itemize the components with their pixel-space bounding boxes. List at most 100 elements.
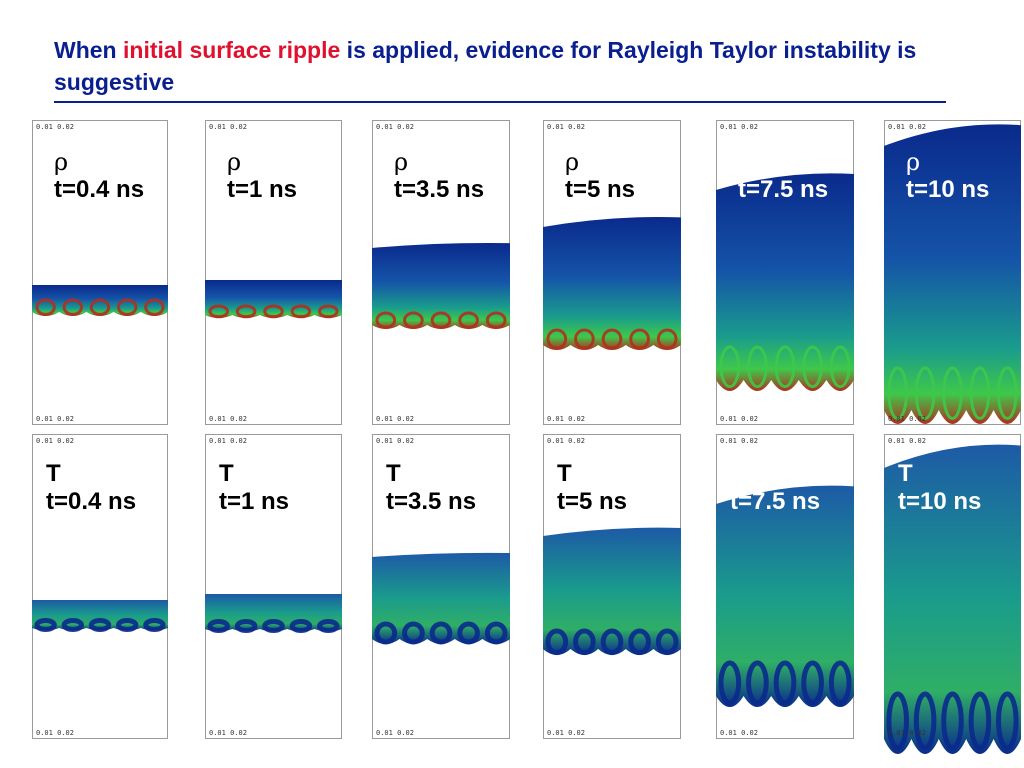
instability-bubble xyxy=(62,298,84,316)
svg-text:0.01 0.02: 0.01 0.02 xyxy=(547,729,585,737)
title-underline xyxy=(54,101,946,103)
svg-text:0.01 0.02: 0.01 0.02 xyxy=(36,729,74,737)
material-region xyxy=(716,173,854,391)
instability-bubble xyxy=(429,621,453,645)
svg-text:0.01 0.02: 0.01 0.02 xyxy=(376,729,414,737)
instability-bubble xyxy=(655,628,679,656)
svg-text:0.01 0.02: 0.01 0.02 xyxy=(720,437,758,445)
instability-bubble xyxy=(802,345,823,389)
svg-text:0.01 0.02: 0.01 0.02 xyxy=(720,415,758,423)
svg-text:0.01 0.02: 0.01 0.02 xyxy=(888,415,926,423)
time-label: t=7.5 ns xyxy=(730,488,821,515)
instability-bubble xyxy=(88,618,112,632)
field-symbol: ρ xyxy=(54,148,69,176)
sim-panel: 0.01 0.02 0.01 0.02 ρ t=5 ns xyxy=(543,120,681,425)
instability-bubble xyxy=(484,621,508,645)
instability-bubble xyxy=(774,345,796,389)
instability-bubble xyxy=(403,311,424,329)
material-region xyxy=(884,124,1021,424)
svg-text:0.01 0.02: 0.01 0.02 xyxy=(36,415,74,423)
svg-text:0.01 0.02: 0.01 0.02 xyxy=(888,729,926,737)
field-symbol: T xyxy=(219,460,234,487)
material-region xyxy=(543,527,681,655)
svg-text:0.01 0.02: 0.01 0.02 xyxy=(888,123,926,131)
instability-bubble xyxy=(289,619,313,633)
sim-field-plot: 0.01 0.02 0.01 0.02 xyxy=(543,120,681,425)
svg-text:0.01 0.02: 0.01 0.02 xyxy=(376,415,414,423)
instability-bubble xyxy=(545,628,569,656)
instability-bubble xyxy=(144,298,165,316)
instability-bubble xyxy=(829,345,851,389)
sim-panel: 0.01 0.02 0.01 0.02 ρ t=3.5 ns xyxy=(372,120,510,425)
instability-bubble xyxy=(718,660,742,706)
instability-bubble xyxy=(485,311,507,329)
instability-bubble xyxy=(828,660,852,706)
sim-field-plot: 0.01 0.02 0.01 0.02 xyxy=(372,434,510,739)
instability-bubble xyxy=(143,618,166,632)
title-highlight: initial surface ripple xyxy=(123,37,341,63)
material-region xyxy=(716,485,854,707)
sim-panel: 0.01 0.02 0.01 0.02 ρ t=10 ns xyxy=(884,120,1021,425)
time-label: t=0.4 ns xyxy=(46,488,137,515)
svg-text:0.01 0.02: 0.01 0.02 xyxy=(376,123,414,131)
instability-bubble xyxy=(115,618,139,632)
instability-bubble xyxy=(996,691,1019,751)
instability-bubble xyxy=(402,621,425,645)
field-symbol: ρ xyxy=(394,148,409,176)
field-symbol: T xyxy=(386,460,401,487)
instability-bubble xyxy=(89,298,111,316)
panel-label: ρ t=5 ns xyxy=(565,148,635,204)
instability-bubble xyxy=(629,328,650,350)
panel-label: ρ t=3.5 ns xyxy=(394,148,484,204)
sim-panel: 0.01 0.02 0.01 0.02 ρ t=1 ns xyxy=(205,120,342,425)
instability-bubble xyxy=(290,304,312,319)
instability-bubble xyxy=(887,366,908,420)
time-label: t=5 ns xyxy=(565,176,636,203)
instability-bubble xyxy=(574,328,595,350)
instability-bubble xyxy=(207,619,230,633)
sim-field-plot: 0.01 0.02 0.01 0.02 xyxy=(32,434,168,739)
instability-bubble xyxy=(941,691,964,751)
sim-field-plot: 0.01 0.02 0.01 0.02 xyxy=(205,120,342,425)
svg-text:0.01 0.02: 0.01 0.02 xyxy=(209,729,247,737)
time-label: t=0.4 ns xyxy=(54,176,145,203)
instability-bubble xyxy=(235,304,257,319)
instability-bubble xyxy=(35,298,56,316)
sim-field-plot: 0.01 0.02 0.01 0.02 xyxy=(205,434,342,739)
field-symbol: T xyxy=(898,460,913,487)
svg-text:0.01 0.02: 0.01 0.02 xyxy=(720,123,758,131)
panel-label: ρ t=7.5 ns xyxy=(738,148,828,204)
sim-field-plot: 0.01 0.02 0.01 0.02 xyxy=(372,120,510,425)
title-part1: When xyxy=(54,37,123,63)
field-symbol: T xyxy=(730,460,745,487)
field-symbol: ρ xyxy=(227,148,242,176)
instability-bubble xyxy=(801,660,824,706)
instability-bubble xyxy=(969,366,991,420)
time-label: t=1 ns xyxy=(227,176,298,203)
instability-bubble xyxy=(746,660,769,706)
time-label: t=7.5 ns xyxy=(738,176,829,203)
time-label: t=3.5 ns xyxy=(386,488,477,515)
sim-panel: 0.01 0.02 0.01 0.02 ρ t=7.5 ns xyxy=(716,120,854,425)
instability-bubble xyxy=(601,328,623,350)
sim-field-plot: 0.01 0.02 0.01 0.02 xyxy=(32,120,168,425)
material-region xyxy=(205,280,342,318)
field-symbol: ρ xyxy=(565,148,580,176)
sim-field-plot: 0.01 0.02 0.01 0.02 xyxy=(716,434,854,739)
material-region xyxy=(372,552,510,644)
svg-text:0.01 0.02: 0.01 0.02 xyxy=(547,415,585,423)
instability-bubble xyxy=(374,621,398,645)
sim-panel: 0.01 0.02 0.01 0.02 ρ t=0.4 ns xyxy=(32,120,168,425)
instability-bubble xyxy=(317,619,340,633)
sim-field-plot: 0.01 0.02 0.01 0.02 xyxy=(543,434,681,739)
field-symbol: ρ xyxy=(906,148,921,176)
instability-bubble xyxy=(600,628,624,656)
instability-bubble xyxy=(719,345,741,389)
slide-title: When initial surface ripple is applied, … xyxy=(54,34,954,98)
instability-bubble xyxy=(61,618,85,632)
